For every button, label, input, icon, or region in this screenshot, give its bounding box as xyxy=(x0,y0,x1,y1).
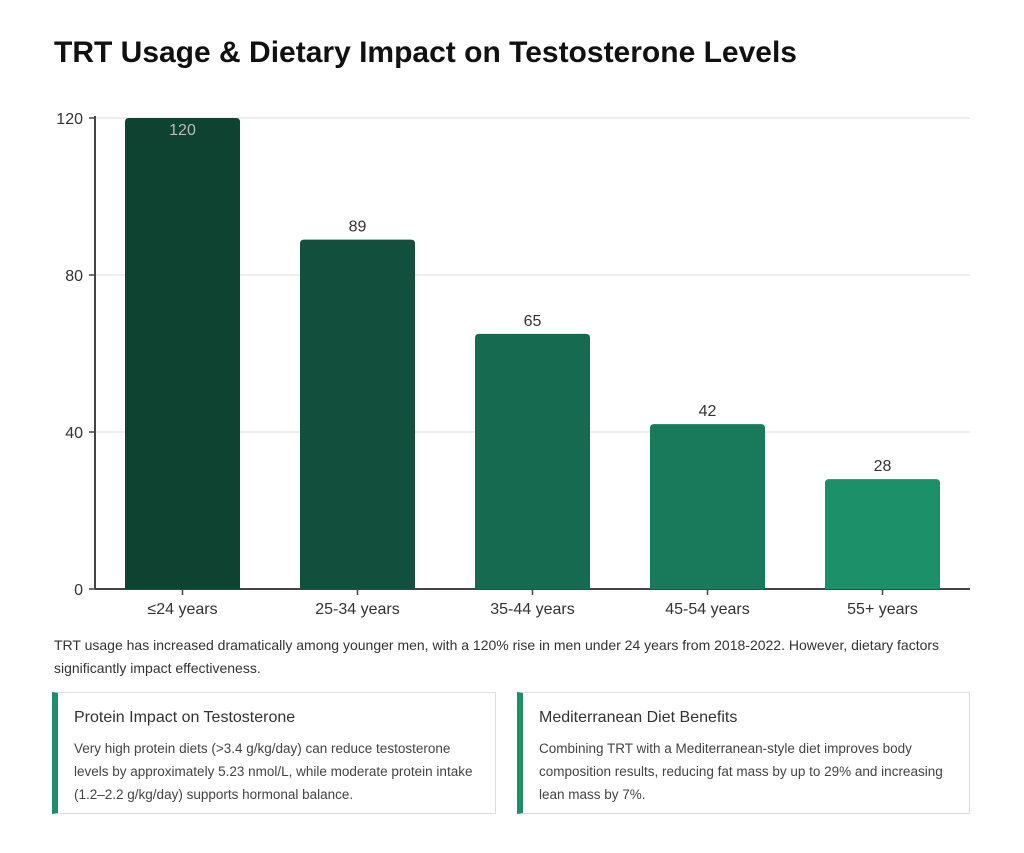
x-tick-label: 35-44 years xyxy=(490,601,575,618)
y-tick-label: 40 xyxy=(65,425,83,442)
card-title: Protein Impact on Testosterone xyxy=(74,709,296,726)
bar xyxy=(300,239,415,590)
card-body: Combining TRT with a Mediterranean-style… xyxy=(539,741,943,802)
x-tick-label: 55+ years xyxy=(847,601,918,618)
card-title: Mediterranean Diet Benefits xyxy=(539,709,738,726)
mediterranean-card: Mediterranean Diet Benefits Combining TR… xyxy=(517,692,970,814)
x-tick-label: 25-34 years xyxy=(315,601,400,618)
chart-title: TRT Usage & Dietary Impact on Testostero… xyxy=(54,36,797,69)
y-tick-label: 80 xyxy=(65,268,83,285)
y-tick-label: 0 xyxy=(74,582,83,599)
x-tick-label: 45-54 years xyxy=(665,601,750,618)
data-label: 120 xyxy=(169,122,196,139)
data-label: 65 xyxy=(524,313,542,330)
protein-card: Protein Impact on Testosterone Very high… xyxy=(52,692,496,814)
card-body: Very high protein diets (>3.4 g/kg/day) … xyxy=(74,741,473,802)
data-label: 42 xyxy=(699,403,717,420)
bar xyxy=(125,118,240,589)
bar-chart: 0 40 80 120 120 ≤24 years 89 25-34 years 65 35-44… xyxy=(56,111,970,618)
x-tick-label: ≤24 years xyxy=(147,601,217,618)
chart-note: TRT usage has increased dramatically amo… xyxy=(54,637,940,676)
y-tick-label: 120 xyxy=(56,111,83,128)
bar xyxy=(650,424,765,589)
bar xyxy=(825,479,940,589)
data-label: 89 xyxy=(349,219,367,236)
bar xyxy=(475,333,590,589)
data-label: 28 xyxy=(874,458,892,475)
